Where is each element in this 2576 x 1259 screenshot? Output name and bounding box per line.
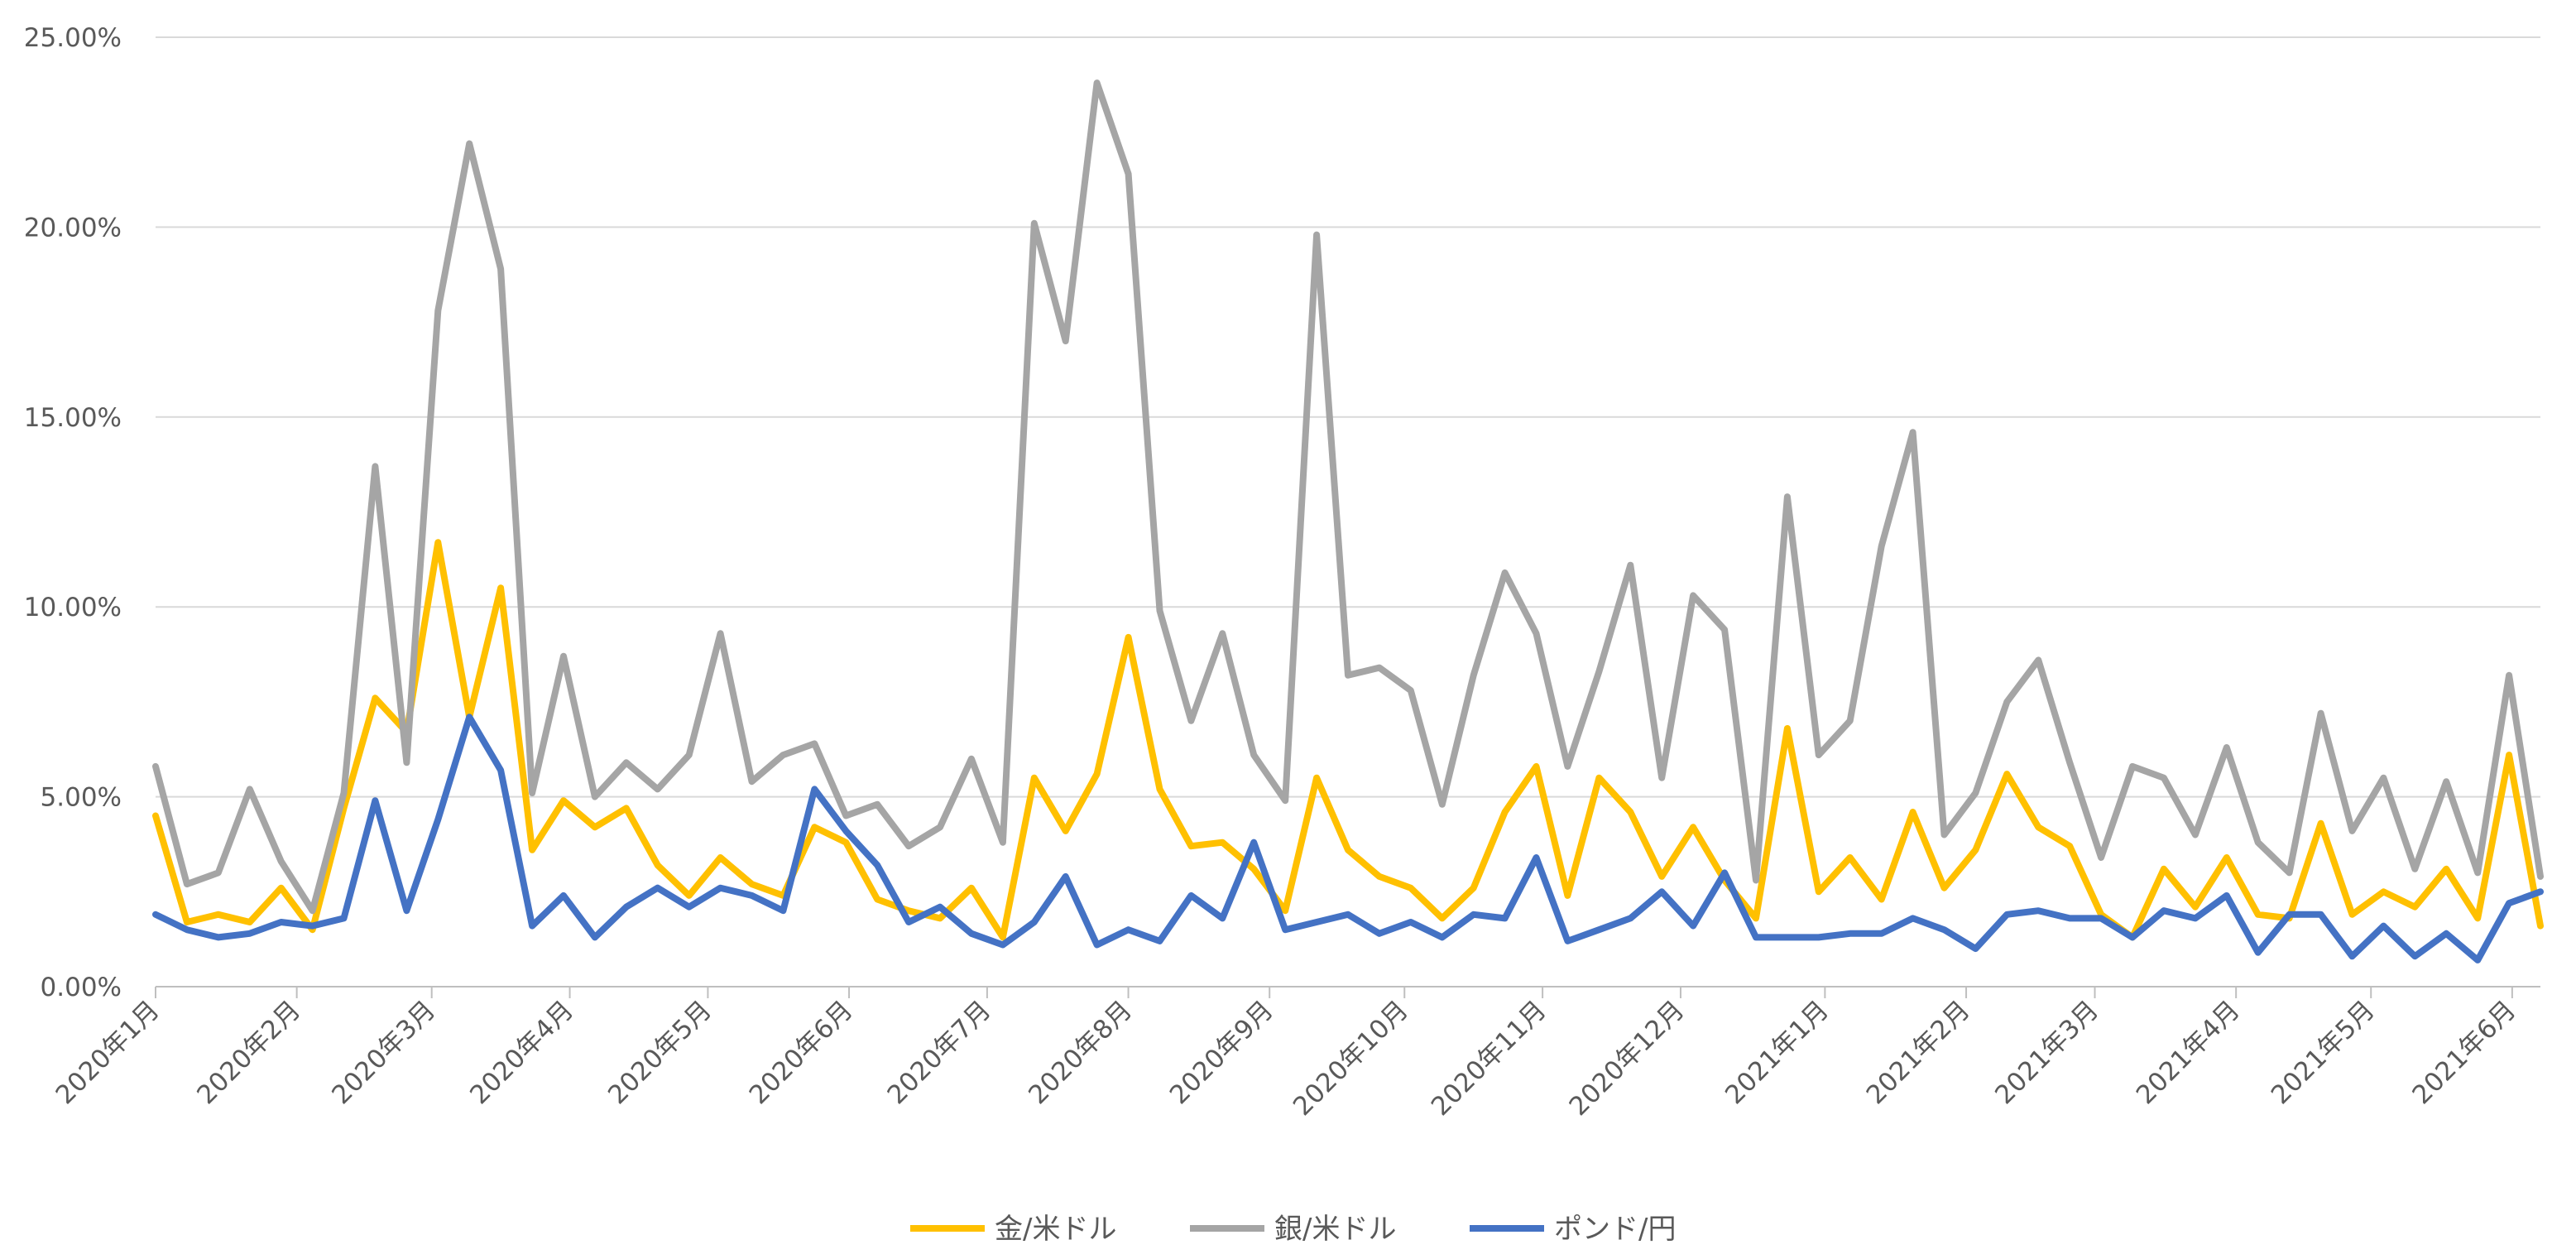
series-line-3 [152,714,2544,963]
x-tick-label: 2021年2月 [1861,995,1976,1110]
x-tick-label: 2020年12月 [1564,995,1691,1122]
x-axis: 2020年1月 2020年2月 2020年3月 2020年4月 2020年5月 2020年… [50,986,2540,1122]
x-tick-label: 2021年4月 [2131,995,2246,1110]
x-tick-label: 2020年7月 [882,995,997,1110]
x-tick-label: 2020年5月 [602,995,717,1110]
x-tick-label: 2020年3月 [326,995,441,1110]
legend-label: ポンド/円 [1554,1213,1676,1246]
x-tick-label: 2020年10月 [1288,995,1414,1122]
series-line-1 [152,539,2544,941]
y-tick-label: 5.00% [41,783,122,813]
x-tick-label: 2020年1月 [50,995,165,1110]
y-tick-label: 25.00% [24,23,122,53]
legend: 金/米ドル 銀/米ドル ポンド/円 [910,1213,1676,1246]
y-tick-label: 10.00% [24,593,122,622]
x-tick-label: 2020年9月 [1164,995,1279,1110]
x-tick-label: 2020年8月 [1023,995,1138,1110]
y-tick-label: 0.00% [41,973,122,1002]
x-tick-label: 2020年11月 [1426,995,1552,1122]
x-tick-label: 2020年6月 [744,995,859,1110]
y-tick-label: 20.00% [24,213,122,243]
x-tick-label: 2020年2月 [191,995,306,1110]
x-tick-label: 2021年6月 [2406,995,2521,1110]
legend-label: 金/米ドル [995,1213,1116,1246]
y-tick-label: 15.00% [24,403,122,433]
y-axis-tick-labels: 0.00% 5.00% 10.00% 15.00% 20.00% 25.00% [24,23,122,1002]
x-tick-label: 2020年4月 [464,995,579,1110]
series-lines [152,79,2544,963]
x-tick-label: 2021年1月 [1720,995,1835,1110]
legend-label: 銀/米ドル [1274,1213,1396,1246]
x-tick-label: 2021年5月 [2266,995,2381,1110]
x-tick-label: 2021年3月 [1989,995,2104,1110]
series-line-2 [152,79,2544,915]
